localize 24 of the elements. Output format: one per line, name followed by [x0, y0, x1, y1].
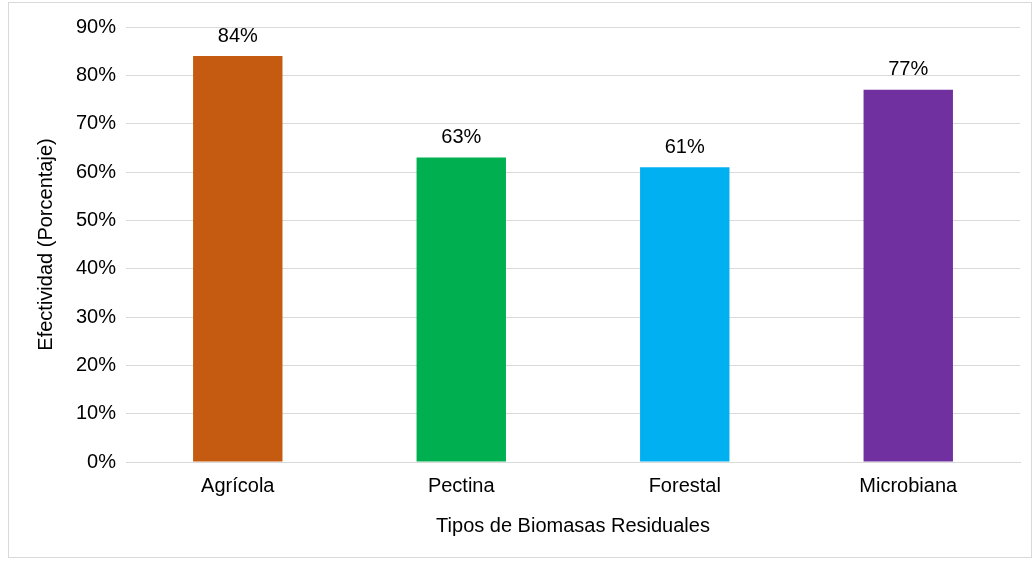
y-tick-label: 30%: [76, 304, 117, 327]
y-tick-label: 90%: [76, 14, 117, 37]
bar: [863, 89, 953, 462]
y-tick-label: 70%: [76, 111, 117, 134]
x-tick-label: Microbiana: [859, 473, 959, 496]
y-tick-label: 40%: [76, 256, 117, 279]
bar: [193, 56, 283, 462]
y-tick-label: 10%: [76, 401, 117, 424]
x-tick-label: Agrícola: [201, 473, 276, 496]
y-tick-label: 60%: [76, 159, 117, 182]
data-label: 77%: [888, 57, 929, 80]
x-axis-title: Tipos de Biomasas Residuales: [436, 513, 710, 536]
x-tick-label: Forestal: [648, 473, 721, 496]
y-axis-title: Efectividad (Porcentaje): [33, 138, 56, 351]
data-label: 63%: [441, 125, 482, 148]
y-tick-label: 50%: [76, 207, 117, 230]
bar: [640, 167, 730, 462]
x-tick-label: Pectina: [427, 473, 496, 496]
bar: [416, 157, 506, 462]
y-tick-label: 80%: [76, 62, 117, 85]
data-label: 84%: [217, 23, 259, 46]
y-tick-label: 20%: [76, 352, 117, 375]
y-tick-label: 0%: [87, 449, 117, 472]
data-label: 61%: [664, 134, 705, 157]
